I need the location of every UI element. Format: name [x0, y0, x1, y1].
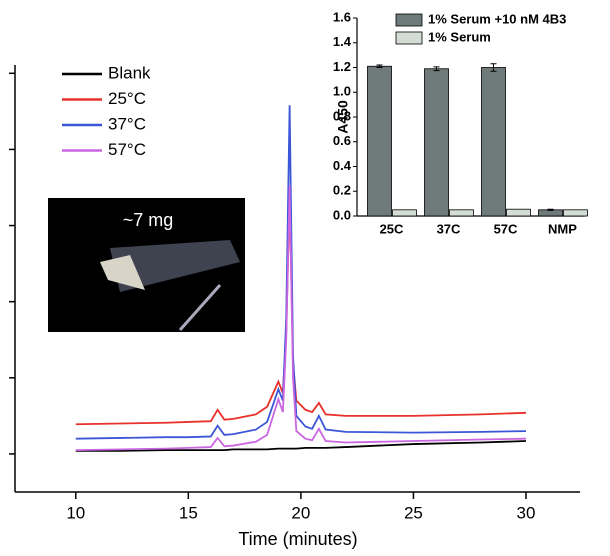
bar: [392, 209, 417, 217]
legend-label: 57°C: [108, 140, 146, 159]
x-axis-title: Time (minutes): [238, 529, 357, 549]
inset-y-tick-label: 1.4: [333, 34, 352, 49]
bar: [367, 65, 392, 217]
bar: [424, 68, 449, 217]
legend-swatch: [395, 31, 423, 45]
error-bar: [490, 63, 497, 72]
bar: [563, 209, 588, 217]
x-tick-label: 15: [179, 503, 198, 522]
x-tick-label: 30: [517, 503, 536, 522]
legend-label: 1% Serum: [428, 29, 491, 44]
data-line: [75, 440, 527, 452]
inset-y-tick-label: 0.8: [333, 108, 351, 123]
inset-y-tick-label: 0.0: [333, 207, 351, 222]
photo: ~7 mg: [48, 198, 245, 332]
inset-y-tick-label: 1.6: [333, 9, 351, 24]
error-bar: [547, 208, 554, 211]
inset-y-tick-label: 1.2: [333, 59, 351, 74]
x-tick-label: 20: [291, 503, 310, 522]
bar: [506, 208, 531, 217]
inset-y-tick-label: 1.0: [333, 84, 351, 99]
bar: [449, 209, 474, 217]
inset-x-tick-label: 57C: [494, 221, 518, 236]
legend-label: 37°C: [108, 114, 146, 133]
x-tick-label: 10: [66, 503, 85, 522]
data-line: [75, 185, 526, 452]
error-bar: [376, 64, 383, 68]
bar: [481, 67, 506, 217]
photo-label: ~7 mg: [123, 210, 174, 230]
legend-swatch: [395, 13, 423, 27]
legend-label: 25°C: [108, 89, 146, 108]
error-bar: [433, 66, 440, 72]
inset-y-tick-label: 0.2: [333, 183, 351, 198]
inset-y-axis-title: A450: [335, 100, 351, 134]
inset-x-tick-label: 25C: [380, 221, 404, 236]
inset-x-tick-label: NMP: [548, 221, 577, 236]
legend-label: 1% Serum +10 nM 4B3: [428, 11, 566, 26]
inset-y-tick-label: 0.6: [333, 133, 351, 148]
legend-label: Blank: [108, 63, 151, 82]
inset-y-tick-label: 0.4: [333, 158, 352, 173]
inset-x-tick-label: 37C: [437, 221, 461, 236]
x-tick-label: 25: [404, 503, 423, 522]
